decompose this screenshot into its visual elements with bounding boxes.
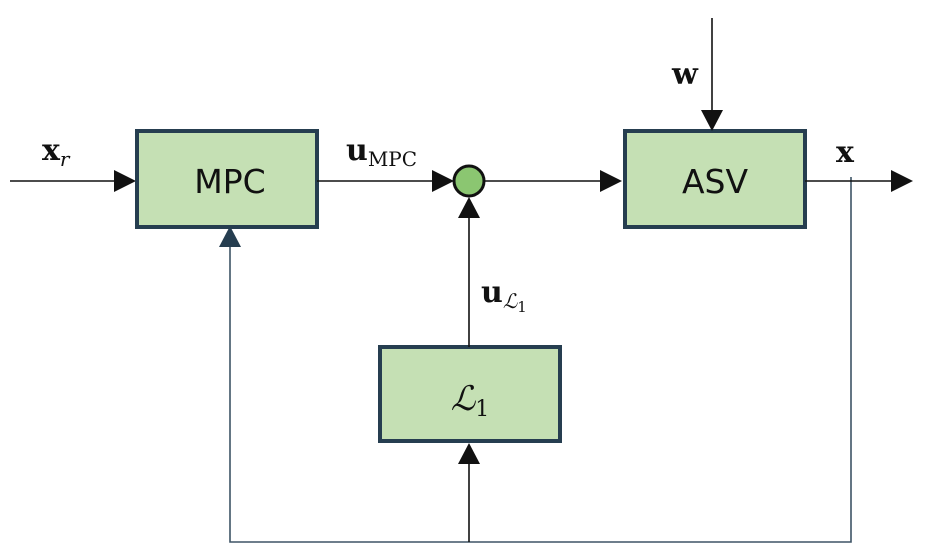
u-l1-signal-label: uℒ1 — [481, 275, 527, 316]
asv-block — [623, 129, 807, 229]
reference-signal-main: x — [42, 133, 61, 168]
l1-feedback-arrowhead — [458, 443, 480, 464]
u-l1-signal-sub: ℒ — [503, 289, 518, 313]
output-arrowhead — [891, 170, 913, 192]
feedback-path-main — [229, 177, 852, 543]
mpc-block-label: MPC — [194, 162, 265, 201]
mpc-block — [135, 129, 319, 229]
l1-block — [378, 345, 562, 443]
u-mpc-signal-sub: MPC — [368, 147, 417, 171]
u-l1-signal-main: u — [481, 275, 503, 310]
sum-to-asv-arrowhead — [600, 170, 622, 192]
reference-signal-label: xr — [42, 133, 71, 171]
l1-to-sum-arrowhead — [458, 197, 480, 218]
disturbance-arrowhead — [701, 110, 723, 131]
feedback-lines — [229, 177, 852, 543]
asv-block-label: ASV — [682, 162, 749, 201]
u-l1-signal-subsub: 1 — [517, 298, 527, 316]
mpc-feedback-arrowhead — [219, 226, 241, 247]
summing-junction — [452, 164, 486, 198]
reference-signal-sub: r — [60, 147, 71, 171]
u-mpc-signal-label: uMPC — [346, 133, 417, 171]
mpc-to-sum-arrowhead — [432, 170, 454, 192]
output-signal-main: x — [836, 135, 855, 170]
reference-arrowhead — [114, 170, 136, 192]
l1-block-subscript: 1 — [475, 397, 489, 422]
output-signal-label: x — [836, 135, 855, 170]
l1-block-label: ℒ1 — [451, 379, 490, 422]
l1-block-symbol: ℒ — [451, 379, 477, 419]
u-mpc-signal-main: u — [346, 133, 368, 168]
disturbance-signal-label: w — [671, 57, 699, 92]
disturbance-signal-main: w — [671, 57, 699, 92]
